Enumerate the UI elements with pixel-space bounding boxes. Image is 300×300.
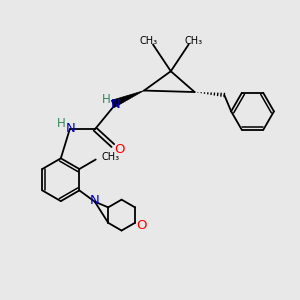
Text: N: N [90,194,100,207]
Text: O: O [114,142,124,156]
Text: CH₃: CH₃ [184,36,202,46]
Text: H: H [56,117,65,130]
Text: CH₃: CH₃ [140,36,158,46]
Text: N: N [65,122,75,135]
Text: H: H [102,93,111,106]
Text: CH₃: CH₃ [101,152,119,162]
Polygon shape [111,91,144,107]
Text: O: O [136,219,147,232]
Text: N: N [110,98,120,111]
